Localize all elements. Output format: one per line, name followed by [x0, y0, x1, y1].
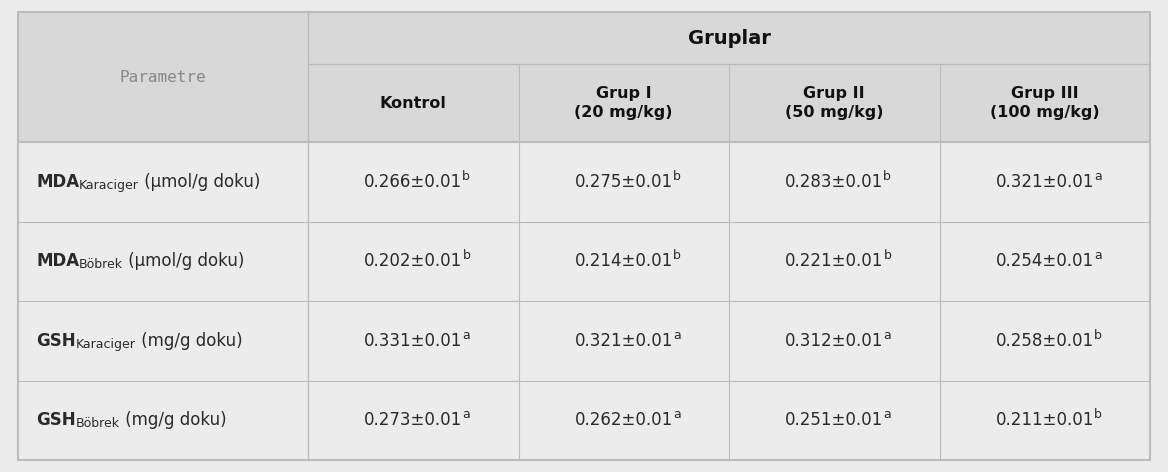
- Text: a: a: [1093, 249, 1101, 262]
- Text: 0.273±0.01: 0.273±0.01: [364, 411, 463, 429]
- Text: 0.312±0.01: 0.312±0.01: [785, 332, 883, 350]
- Text: 0.283±0.01: 0.283±0.01: [785, 173, 883, 191]
- Text: Grup III
(100 mg/kg): Grup III (100 mg/kg): [990, 85, 1099, 120]
- Text: Grup I
(20 mg/kg): Grup I (20 mg/kg): [575, 85, 673, 120]
- Text: 0.266±0.01: 0.266±0.01: [364, 173, 463, 191]
- Text: Karaciger: Karaciger: [79, 179, 139, 192]
- Text: b: b: [883, 170, 891, 183]
- Text: Parametre: Parametre: [119, 69, 207, 84]
- Bar: [18, 142, 1150, 221]
- Text: b: b: [673, 170, 681, 183]
- Text: (mg/g doku): (mg/g doku): [119, 411, 227, 429]
- Text: a: a: [673, 329, 681, 342]
- Bar: [939, 64, 1150, 142]
- Text: Grup II
(50 mg/kg): Grup II (50 mg/kg): [785, 85, 883, 120]
- Text: b: b: [883, 249, 891, 262]
- Bar: [308, 64, 519, 142]
- Text: a: a: [463, 408, 471, 421]
- Text: 0.251±0.01: 0.251±0.01: [785, 411, 883, 429]
- Text: (μmol/g doku): (μmol/g doku): [139, 173, 260, 191]
- Text: 0.331±0.01: 0.331±0.01: [364, 332, 463, 350]
- Bar: [308, 12, 1150, 64]
- Text: 0.321±0.01: 0.321±0.01: [575, 332, 673, 350]
- Text: MDA: MDA: [36, 252, 79, 270]
- Text: b: b: [463, 249, 471, 262]
- Text: b: b: [463, 170, 471, 183]
- Text: a: a: [463, 329, 471, 342]
- Text: Kontrol: Kontrol: [380, 95, 446, 110]
- Text: GSH: GSH: [36, 411, 76, 429]
- Bar: [729, 64, 939, 142]
- Text: a: a: [1094, 170, 1101, 183]
- Text: (μmol/g doku): (μmol/g doku): [123, 252, 244, 270]
- Text: Karaciger: Karaciger: [76, 338, 135, 351]
- Bar: [519, 64, 729, 142]
- Text: MDA: MDA: [36, 173, 79, 191]
- Text: 0.321±0.01: 0.321±0.01: [995, 173, 1094, 191]
- Text: 0.254±0.01: 0.254±0.01: [995, 252, 1093, 270]
- Text: Böbrek: Böbrek: [79, 258, 123, 271]
- Bar: [18, 301, 1150, 380]
- Text: a: a: [883, 329, 891, 342]
- Text: b: b: [673, 249, 681, 262]
- Text: b: b: [1094, 408, 1101, 421]
- Text: 0.221±0.01: 0.221±0.01: [785, 252, 883, 270]
- Text: a: a: [673, 408, 681, 421]
- Text: GSH: GSH: [36, 332, 76, 350]
- Bar: [18, 380, 1150, 460]
- Text: Böbrek: Böbrek: [76, 417, 119, 430]
- Text: 0.262±0.01: 0.262±0.01: [575, 411, 673, 429]
- Text: 0.202±0.01: 0.202±0.01: [364, 252, 463, 270]
- Text: 0.275±0.01: 0.275±0.01: [575, 173, 673, 191]
- Text: 0.214±0.01: 0.214±0.01: [575, 252, 673, 270]
- Text: Gruplar: Gruplar: [688, 28, 771, 48]
- Text: 0.211±0.01: 0.211±0.01: [995, 411, 1094, 429]
- Text: (mg/g doku): (mg/g doku): [135, 332, 242, 350]
- Text: 0.258±0.01: 0.258±0.01: [995, 332, 1093, 350]
- Bar: [18, 221, 1150, 301]
- Bar: [18, 12, 308, 142]
- Text: a: a: [883, 408, 891, 421]
- Text: b: b: [1093, 329, 1101, 342]
